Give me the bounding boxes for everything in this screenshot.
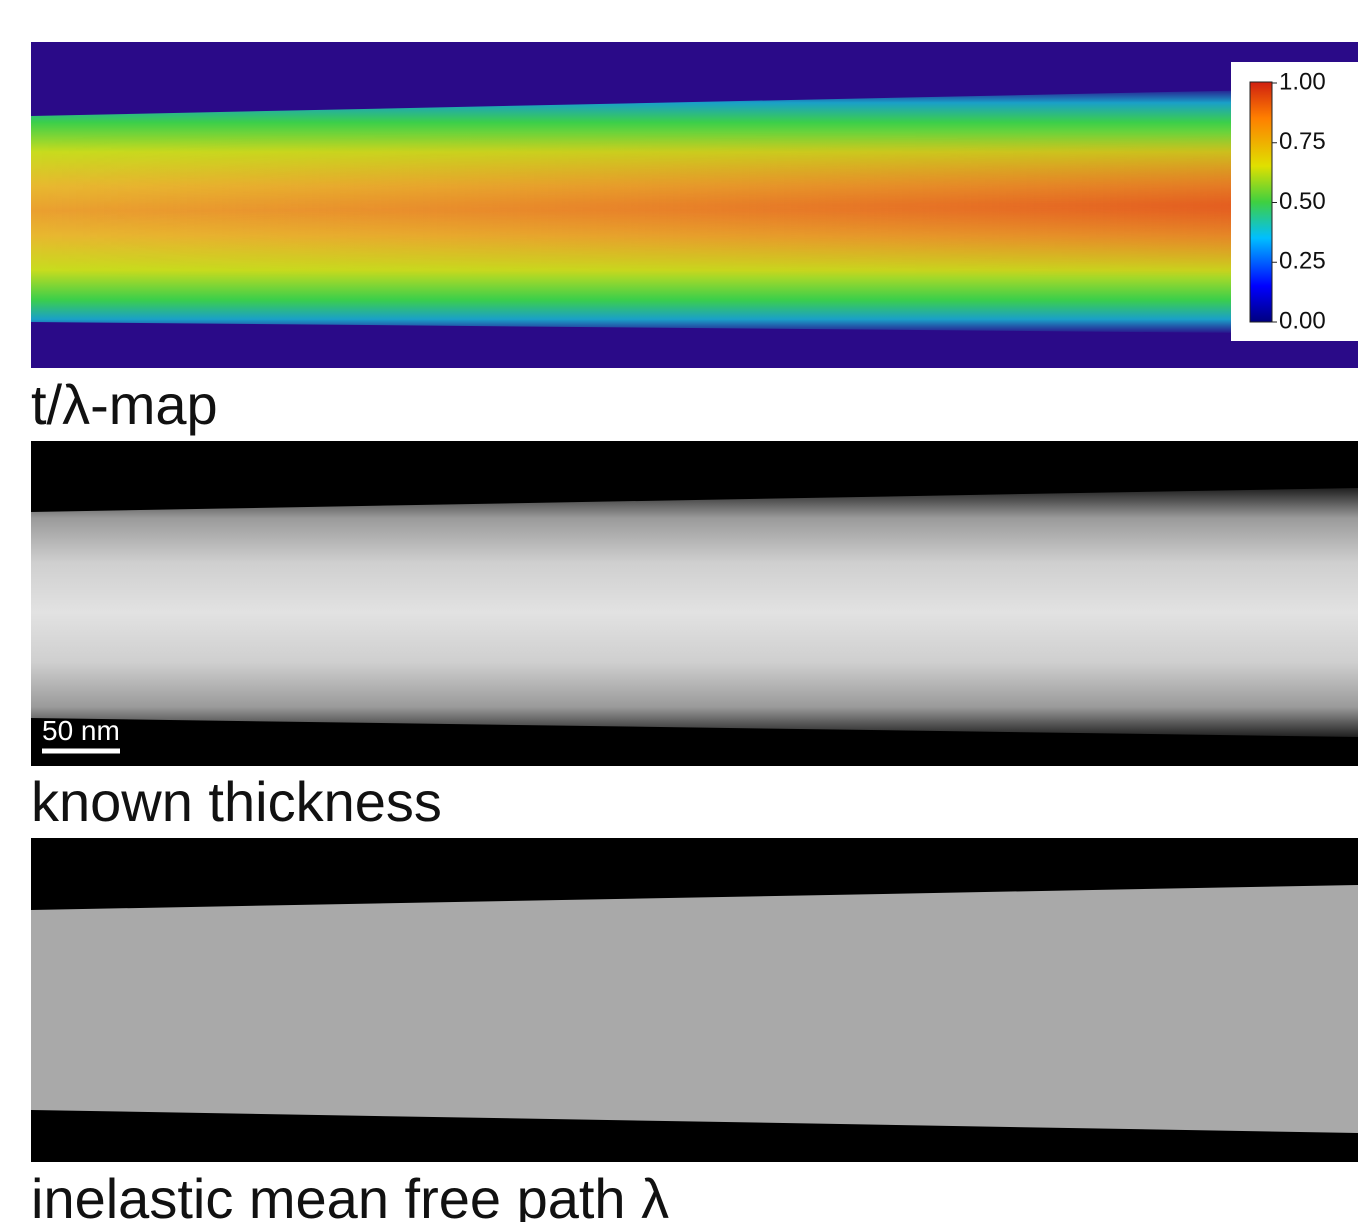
gray-band (31, 885, 1358, 1133)
panel-label: inelastic mean free path λ (31, 1167, 669, 1222)
colorbar-tick-label: 0.50 (1279, 188, 1326, 215)
mean-free-path-panel (31, 838, 1358, 1162)
colorbar-tick-label: 0.00 (1279, 307, 1326, 334)
band-highlight (31, 88, 1358, 334)
known-thickness-panel: 50 nm (31, 441, 1358, 766)
colorbar-tick-label: 0.75 (1279, 128, 1326, 155)
colorbar (1250, 82, 1272, 322)
scale-bar-label: 50 nm (42, 715, 120, 746)
colorbar-tick-label: 1.00 (1279, 68, 1326, 95)
figure: 1.00 0.75 0.50 0.25 0.00 t/λ-map 50 nm known… (0, 0, 1358, 1222)
panel-label: t/λ-map (31, 373, 218, 436)
gray-band (31, 488, 1358, 737)
panel-label: known thickness (31, 770, 442, 833)
thickness-map-panel: 1.00 0.75 0.50 0.25 0.00 (31, 42, 1358, 368)
page: 1.00 0.75 0.50 0.25 0.00 t/λ-map 50 nm known… (0, 0, 1358, 1222)
colorbar-tick-label: 0.25 (1279, 248, 1326, 275)
